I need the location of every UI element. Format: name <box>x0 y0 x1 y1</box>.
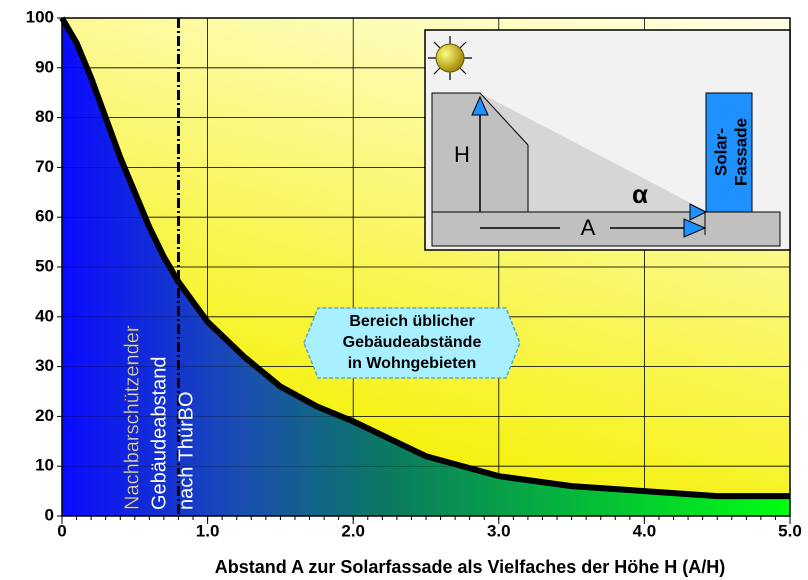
reference-note-line: Nachbarschützender <box>121 325 143 510</box>
distance-label: A <box>581 215 596 240</box>
reference-note-line-group: nach ThürBO <box>175 391 197 510</box>
area-fill <box>62 18 790 516</box>
y-tick-label: 70 <box>35 157 54 176</box>
reference-note-line: Gebäudeabstand <box>148 357 170 510</box>
reference-note-line: nach ThürBO <box>175 391 197 510</box>
x-tick-label: 0 <box>57 521 66 540</box>
y-tick-label: 60 <box>35 207 54 226</box>
y-tick-label: 100 <box>26 7 54 26</box>
x-tick-label: 5.0 <box>778 521 802 540</box>
facade-label: Solar- <box>711 128 730 176</box>
y-tick-label: 40 <box>35 306 54 325</box>
region-note-line: Bereich üblicher <box>349 313 474 330</box>
reference-note: Nachbarschützender Gebäudeabstand nach Thü… <box>121 325 197 510</box>
x-tick-label: 3.0 <box>487 521 511 540</box>
line <box>59 16 790 500</box>
facade-label: Fassade <box>731 118 750 186</box>
region-note: Bereich üblicher Gebäudeabstände in Wohn… <box>303 307 521 379</box>
height-label: H <box>454 142 470 167</box>
region-note-line: Gebäudeabstände <box>343 334 482 351</box>
y-tick-label: 10 <box>35 456 54 475</box>
reference-note-line-group: Gebäudeabstand <box>148 357 170 510</box>
y-tick-label: 50 <box>35 256 54 275</box>
y-tick-label: 80 <box>35 107 54 126</box>
x-tick-label: 4.0 <box>633 521 657 540</box>
y-tick-label: 30 <box>35 356 54 375</box>
x-tick-label: 2.0 <box>341 521 365 540</box>
angle-label: α <box>632 179 648 209</box>
reference-note-line-group: Nachbarschützender <box>121 325 143 510</box>
x-axis-label: Abstand A zur Solarfassade als Vielfache… <box>215 557 725 577</box>
x-tick-label: 1.0 <box>196 521 220 540</box>
y-tick-label: 90 <box>35 57 54 76</box>
y-tick-label: 20 <box>35 406 54 425</box>
y-tick-label: 0 <box>45 505 54 524</box>
inset-diagram: H A α Solar- Fassade <box>424 29 791 251</box>
region-note-line: in Wohngebieten <box>348 355 477 372</box>
